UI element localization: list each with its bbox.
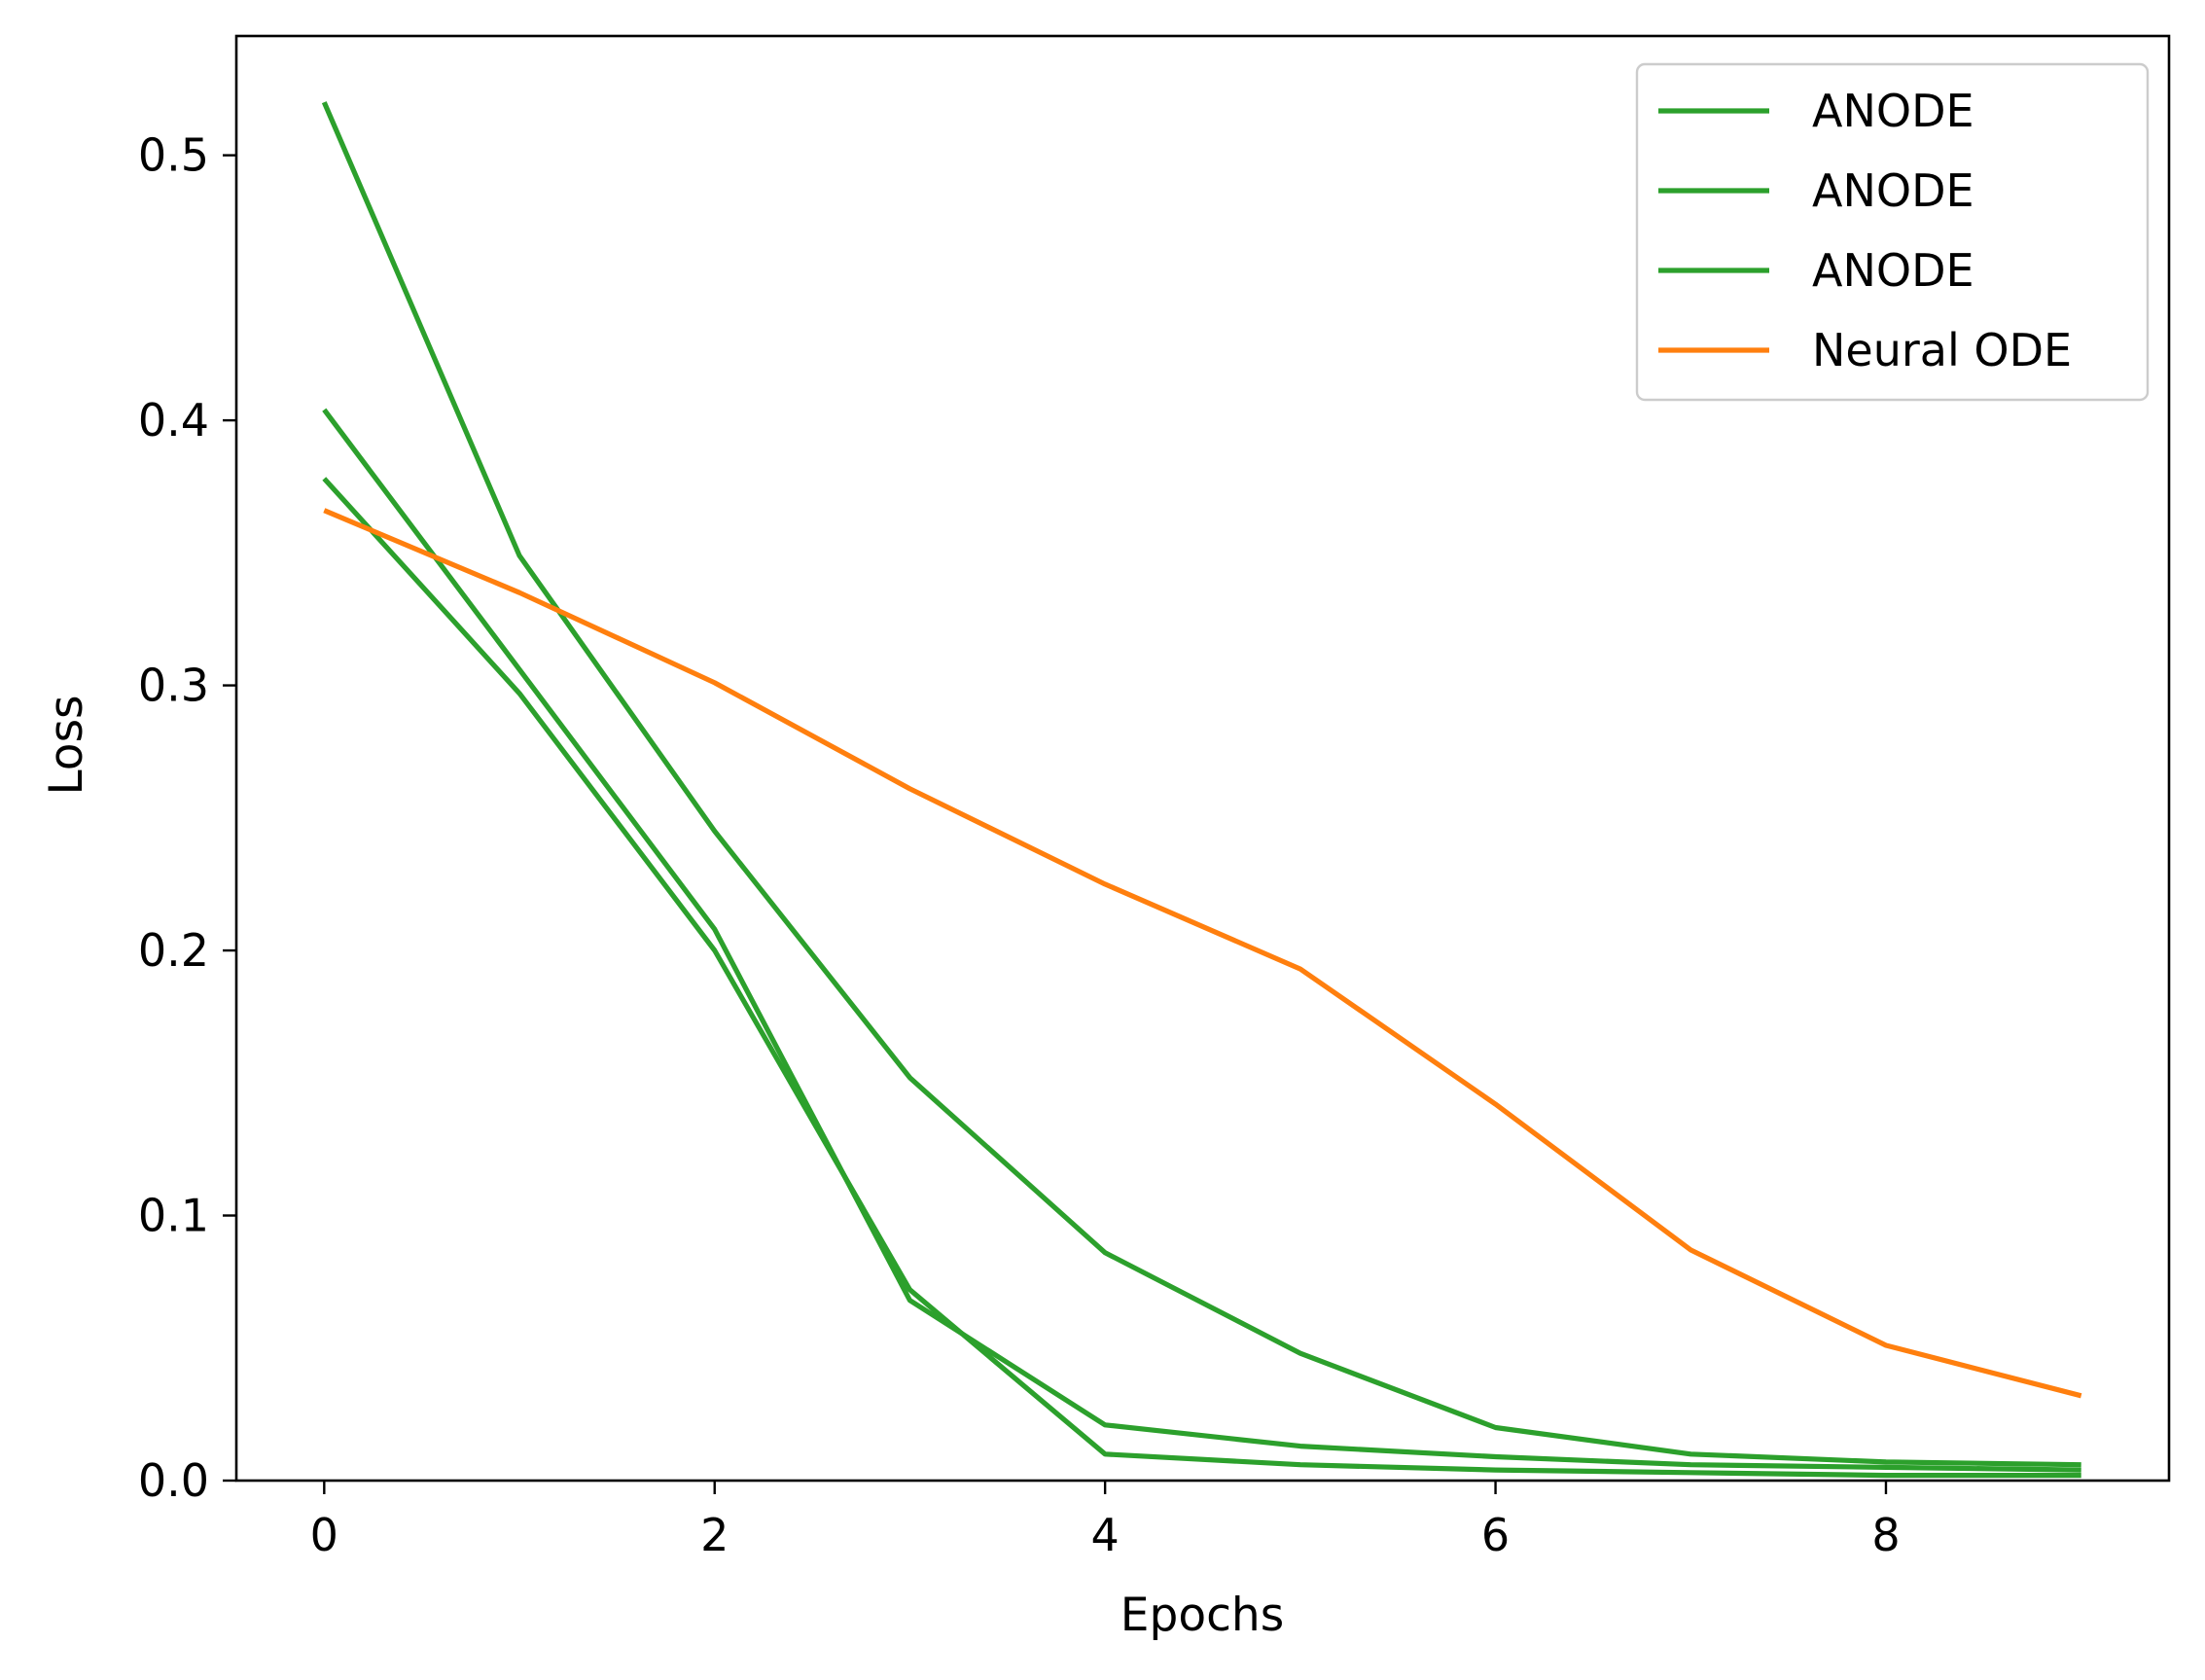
legend-label: ANODE [1812, 85, 1974, 137]
x-tick-label: 0 [310, 1509, 338, 1561]
series-line-1 [321, 101, 2081, 1468]
y-tick-label: 0.1 [138, 1190, 209, 1242]
series-line-3 [322, 477, 2081, 1479]
legend-box [1635, 62, 2150, 402]
y-tick-label: 0.4 [138, 394, 209, 447]
y-tick-label: 0.3 [138, 660, 209, 712]
series-line-4 [323, 508, 2082, 1399]
series-line-2 [322, 408, 2081, 1473]
y-tick-label: 0.2 [138, 924, 209, 977]
x-tick-label: 8 [1871, 1509, 1900, 1561]
x-tick-label: 2 [700, 1509, 729, 1561]
legend-label: ANODE [1812, 164, 1974, 217]
legend-label: ANODE [1812, 244, 1974, 297]
x-tick-label: 4 [1091, 1509, 1120, 1561]
legend-label: Neural ODE [1812, 324, 2072, 376]
y-axis-label: Loss [40, 695, 93, 795]
y-tick-label: 0.5 [138, 129, 209, 182]
plot-frame [234, 34, 2171, 1483]
x-tick-label: 6 [1481, 1509, 1510, 1561]
legend: ANODE ANODE ANODE Neural ODE [1635, 62, 2150, 402]
y-tick-label: 0.0 [138, 1454, 209, 1507]
plot-area: 0 2 4 6 8 0.0 0.1 0.2 0.3 0.4 0.5 ANODE ANODE ANODE Ne… [138, 34, 2171, 1561]
x-axis-label: Epochs [1120, 1589, 1284, 1642]
